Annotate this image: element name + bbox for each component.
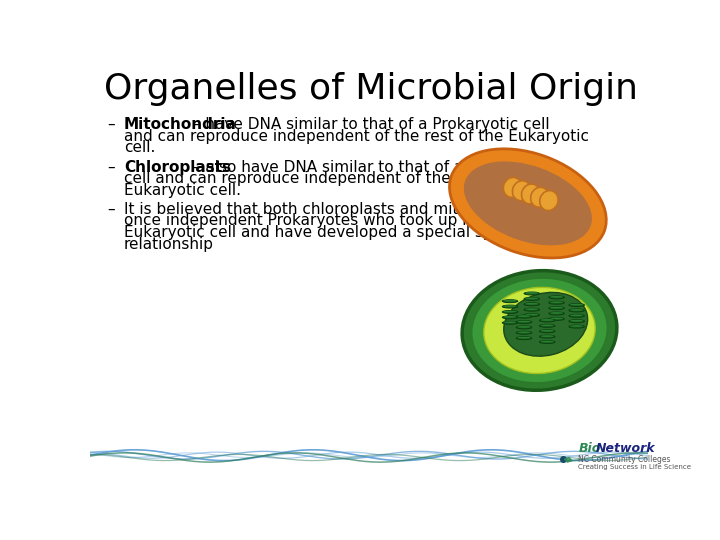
Ellipse shape	[541, 325, 554, 326]
Ellipse shape	[570, 320, 583, 321]
Ellipse shape	[503, 305, 517, 307]
Ellipse shape	[524, 314, 539, 316]
Ellipse shape	[503, 316, 518, 319]
Ellipse shape	[518, 332, 531, 333]
Polygon shape	[564, 457, 572, 462]
Ellipse shape	[541, 335, 554, 337]
Ellipse shape	[541, 341, 554, 342]
Text: Network: Network	[595, 442, 655, 455]
Ellipse shape	[516, 336, 532, 340]
Text: It is believed that both chloroplasts and mitochondria were: It is believed that both chloroplasts an…	[124, 202, 577, 217]
Ellipse shape	[503, 178, 522, 198]
Ellipse shape	[570, 325, 583, 327]
Ellipse shape	[525, 303, 539, 305]
Ellipse shape	[503, 310, 517, 312]
Text: Eukaryotic cell.: Eukaryotic cell.	[124, 183, 241, 198]
Ellipse shape	[464, 161, 592, 245]
Ellipse shape	[516, 315, 532, 318]
Text: Chloroplasts: Chloroplasts	[124, 159, 231, 174]
Ellipse shape	[524, 308, 539, 311]
Ellipse shape	[539, 330, 555, 333]
Ellipse shape	[518, 326, 531, 328]
Ellipse shape	[550, 301, 563, 303]
Ellipse shape	[503, 321, 518, 324]
Ellipse shape	[539, 325, 555, 327]
Ellipse shape	[524, 298, 539, 300]
Ellipse shape	[549, 312, 564, 315]
Text: – have DNA similar to that of a Prokaryotic cell: – have DNA similar to that of a Prokaryo…	[187, 117, 549, 132]
Ellipse shape	[525, 298, 539, 299]
Ellipse shape	[541, 330, 554, 332]
Ellipse shape	[570, 309, 583, 310]
Ellipse shape	[462, 271, 617, 390]
Ellipse shape	[569, 303, 585, 307]
Ellipse shape	[550, 318, 563, 319]
Text: Bio: Bio	[578, 442, 600, 455]
Ellipse shape	[531, 187, 549, 207]
Ellipse shape	[550, 296, 563, 298]
Ellipse shape	[503, 300, 517, 301]
Ellipse shape	[550, 312, 563, 314]
Ellipse shape	[569, 320, 585, 323]
Text: once independent Prokaryotes who took up residence in the: once independent Prokaryotes who took up…	[124, 213, 586, 228]
Text: relationship: relationship	[124, 237, 214, 252]
Text: and can reproduce independent of the rest of the Eukaryotic: and can reproduce independent of the res…	[124, 129, 589, 144]
Text: Eukaryotic cell and have developed a special symbiotic: Eukaryotic cell and have developed a spe…	[124, 225, 549, 240]
Ellipse shape	[539, 319, 555, 322]
Ellipse shape	[550, 307, 563, 308]
Ellipse shape	[549, 296, 564, 299]
Text: –: –	[107, 117, 114, 132]
Ellipse shape	[539, 335, 555, 338]
Ellipse shape	[472, 278, 608, 383]
Ellipse shape	[513, 181, 531, 201]
Ellipse shape	[518, 321, 531, 322]
Ellipse shape	[549, 307, 564, 309]
Ellipse shape	[503, 321, 517, 323]
Ellipse shape	[525, 314, 539, 315]
Text: Mitochondria: Mitochondria	[124, 117, 237, 132]
Text: cell.: cell.	[124, 140, 156, 156]
Ellipse shape	[569, 325, 585, 328]
Ellipse shape	[518, 315, 531, 317]
Ellipse shape	[516, 326, 532, 329]
Text: – also have DNA similar to that of a Prokaryotic: – also have DNA similar to that of a Pro…	[187, 159, 554, 174]
Ellipse shape	[525, 292, 539, 294]
Text: cell and can reproduce independent of the rest of the: cell and can reproduce independent of th…	[124, 171, 535, 186]
Ellipse shape	[516, 321, 532, 323]
Ellipse shape	[569, 309, 585, 312]
Ellipse shape	[484, 287, 595, 374]
Ellipse shape	[504, 292, 588, 356]
Text: –: –	[107, 159, 114, 174]
Text: NC Community Colleges: NC Community Colleges	[578, 455, 671, 464]
Ellipse shape	[503, 310, 518, 313]
Ellipse shape	[521, 184, 540, 204]
Text: Creating Success in Life Science: Creating Success in Life Science	[578, 464, 691, 470]
Ellipse shape	[503, 300, 518, 303]
Text: –: –	[107, 202, 114, 217]
Ellipse shape	[570, 314, 583, 316]
Ellipse shape	[540, 191, 558, 211]
Ellipse shape	[539, 341, 555, 343]
Ellipse shape	[516, 331, 532, 334]
Ellipse shape	[449, 149, 606, 258]
Ellipse shape	[518, 337, 531, 339]
Ellipse shape	[524, 292, 539, 295]
Text: Organelles of Microbial Origin: Organelles of Microbial Origin	[104, 72, 638, 106]
Ellipse shape	[569, 314, 585, 318]
Ellipse shape	[541, 319, 554, 321]
Ellipse shape	[549, 318, 564, 320]
Ellipse shape	[570, 303, 583, 305]
Ellipse shape	[503, 305, 518, 308]
Ellipse shape	[525, 308, 539, 310]
Ellipse shape	[503, 316, 517, 318]
Ellipse shape	[524, 303, 539, 306]
Ellipse shape	[549, 301, 564, 304]
